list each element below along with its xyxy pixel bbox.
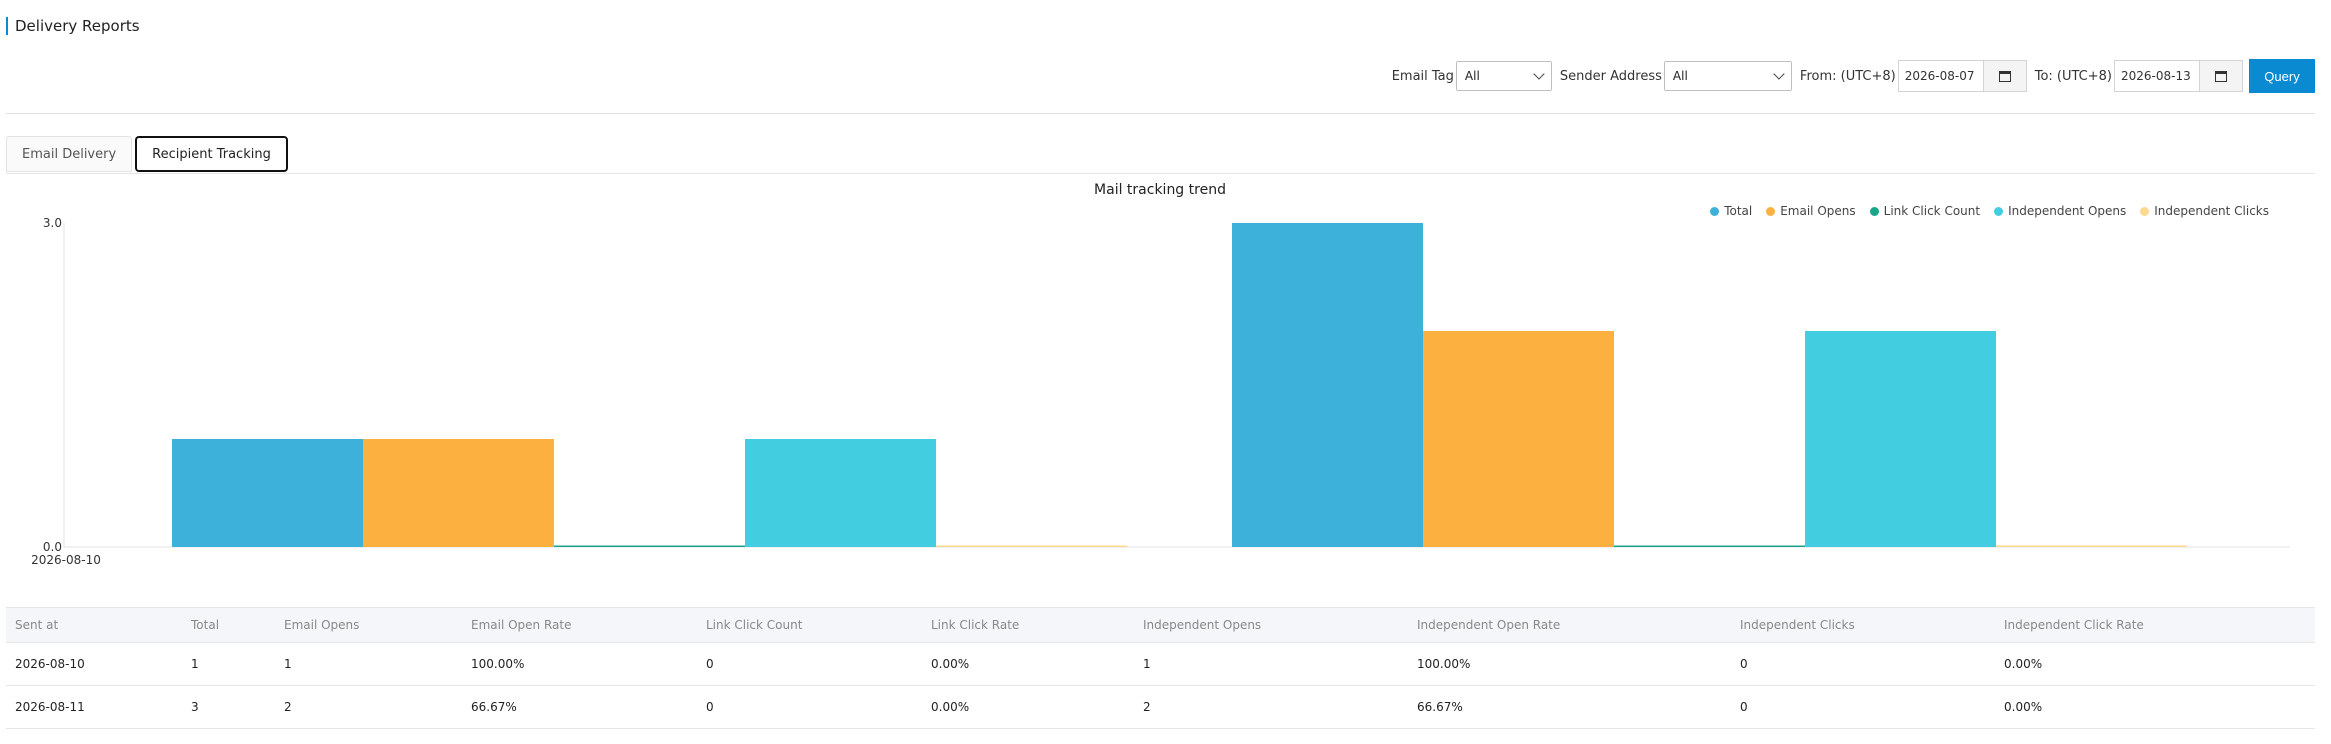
table-cell: 0 [1740, 700, 1748, 714]
column-header[interactable]: Sent at [15, 618, 59, 632]
bar-independent-opens-2026-08-10[interactable] [745, 439, 936, 547]
page-header: Delivery Reports [6, 16, 140, 36]
bar-total-2026-08-11[interactable] [1232, 223, 1423, 547]
column-header[interactable]: Independent Clicks [1740, 618, 1855, 632]
table-cell: 0.00% [2004, 700, 2043, 714]
table-cell: 0 [706, 700, 714, 714]
sender-address-label: Sender Address [1559, 68, 1662, 84]
legend-item[interactable]: Independent Clicks [2140, 204, 2269, 218]
column-header[interactable]: Total [191, 618, 220, 632]
from-date-input[interactable]: 2026-08-07 [1899, 61, 1984, 91]
table-cell: 2 [284, 700, 292, 714]
y-tick-label: 0.0 [43, 540, 62, 554]
tracking-table: Sent at Total Email Opens Email Open Rate Li… [6, 607, 2315, 729]
legend-label: Link Click Count [1883, 204, 1981, 218]
email-tag-value: All [1464, 69, 1480, 83]
calendar-icon [2215, 70, 2227, 82]
to-label: To: (UTC+8) [2034, 68, 2112, 84]
column-header[interactable]: Independent Click Rate [2004, 618, 2144, 632]
email-tag-label: Email Tag [1391, 68, 1454, 84]
table-cell: 0.00% [931, 700, 970, 714]
to-date-picker[interactable]: 2026-08-13 [2114, 60, 2243, 92]
table-header: Sent at Total Email Opens Email Open Rate Li… [6, 607, 2315, 643]
table-cell: 2 [1143, 700, 1151, 714]
table-row: 2026-08-10 1 1 100.00% 0 0.00% 1 100.00% 0 0.00% [6, 643, 2315, 686]
bar-email-opens-2026-08-11[interactable] [1423, 331, 1614, 547]
to-calendar-button[interactable] [2200, 61, 2242, 91]
table-cell: 1 [284, 657, 292, 671]
legend-item[interactable]: Link Click Count [1869, 204, 1981, 218]
table-cell: 0 [706, 657, 714, 671]
legend-dot-icon [2140, 206, 2150, 216]
bar-total-2026-08-10[interactable] [172, 439, 363, 547]
email-tag-select[interactable]: All [1455, 61, 1552, 91]
table-cell: 3 [191, 700, 199, 714]
page-title: Delivery Reports [15, 17, 140, 35]
to-date-input[interactable]: 2026-08-13 [2115, 61, 2200, 91]
bar-independent-clicks-2026-08-10[interactable] [936, 545, 1127, 548]
filter-bar: Email Tag All Sender Address All From: (… [1384, 59, 2315, 93]
report-tabs: Email Delivery Recipient Tracking [6, 136, 288, 172]
bar-link-click-count-2026-08-10[interactable] [554, 545, 745, 548]
bar-link-click-count-2026-08-11[interactable] [1614, 545, 1805, 548]
legend-dot-icon [1710, 206, 1720, 216]
chart-legend: Total Email Opens Link Click Count Independ… [1696, 204, 2269, 218]
legend-label: Email Opens [1780, 204, 1856, 218]
column-header[interactable]: Email Open Rate [471, 618, 572, 632]
table-cell: 66.67% [1417, 700, 1463, 714]
column-header[interactable]: Independent Opens [1143, 618, 1262, 632]
column-header[interactable]: Independent Open Rate [1417, 618, 1561, 632]
query-button[interactable]: Query [2249, 59, 2315, 93]
table-cell: 1 [191, 657, 199, 671]
table-row: 2026-08-11 3 2 66.67% 0 0.00% 2 66.67% 0 0.00% [6, 686, 2315, 729]
sender-address-select[interactable]: All [1663, 61, 1792, 91]
column-header[interactable]: Email Opens [284, 618, 360, 632]
legend-dot-icon [1994, 206, 2004, 216]
legend-item[interactable]: Independent Opens [1994, 204, 2126, 218]
bar-email-opens-2026-08-10[interactable] [363, 439, 554, 547]
bar-independent-clicks-2026-08-11[interactable] [1996, 545, 2187, 548]
header-divider [6, 113, 2315, 114]
y-tick-label: 3.0 [43, 216, 62, 230]
legend-label: Independent Opens [2008, 204, 2127, 218]
table-cell: 1 [1143, 657, 1151, 671]
chart-title: Mail tracking trend [1094, 182, 1226, 198]
table-cell: 2026-08-11 [15, 700, 85, 714]
legend-item[interactable]: Total [1710, 204, 1752, 218]
x-tick-label: 2026-08-10 [31, 553, 101, 567]
from-label: From: (UTC+8) [1799, 68, 1896, 84]
bar-independent-opens-2026-08-11[interactable] [1805, 331, 1996, 547]
title-accent-bar [6, 17, 8, 35]
table-cell: 0.00% [931, 657, 970, 671]
table-cell: 66.67% [471, 700, 517, 714]
tab-email-delivery[interactable]: Email Delivery [6, 136, 133, 172]
from-calendar-button[interactable] [1983, 61, 2026, 91]
legend-label: Total [1724, 204, 1753, 218]
table-cell: 2026-08-10 [15, 657, 85, 671]
legend-label: Independent Clicks [2154, 204, 2269, 218]
tab-recipient-tracking[interactable]: Recipient Tracking [135, 136, 288, 172]
table-cell: 100.00% [1417, 657, 1471, 671]
column-header[interactable]: Link Click Rate [931, 618, 1020, 632]
table-cell: 0 [1740, 657, 1748, 671]
column-header[interactable]: Link Click Count [706, 618, 803, 632]
from-date-picker[interactable]: 2026-08-07 [1897, 60, 2027, 92]
calendar-icon [1998, 70, 2011, 82]
legend-item[interactable]: Email Opens [1766, 204, 1856, 218]
sender-address-value: All [1672, 69, 1688, 83]
legend-dot-icon [1766, 206, 1776, 216]
legend-dot-icon [1869, 206, 1879, 216]
tabs-divider [6, 173, 2315, 174]
table-cell: 0.00% [2004, 657, 2043, 671]
table-cell: 100.00% [471, 657, 525, 671]
